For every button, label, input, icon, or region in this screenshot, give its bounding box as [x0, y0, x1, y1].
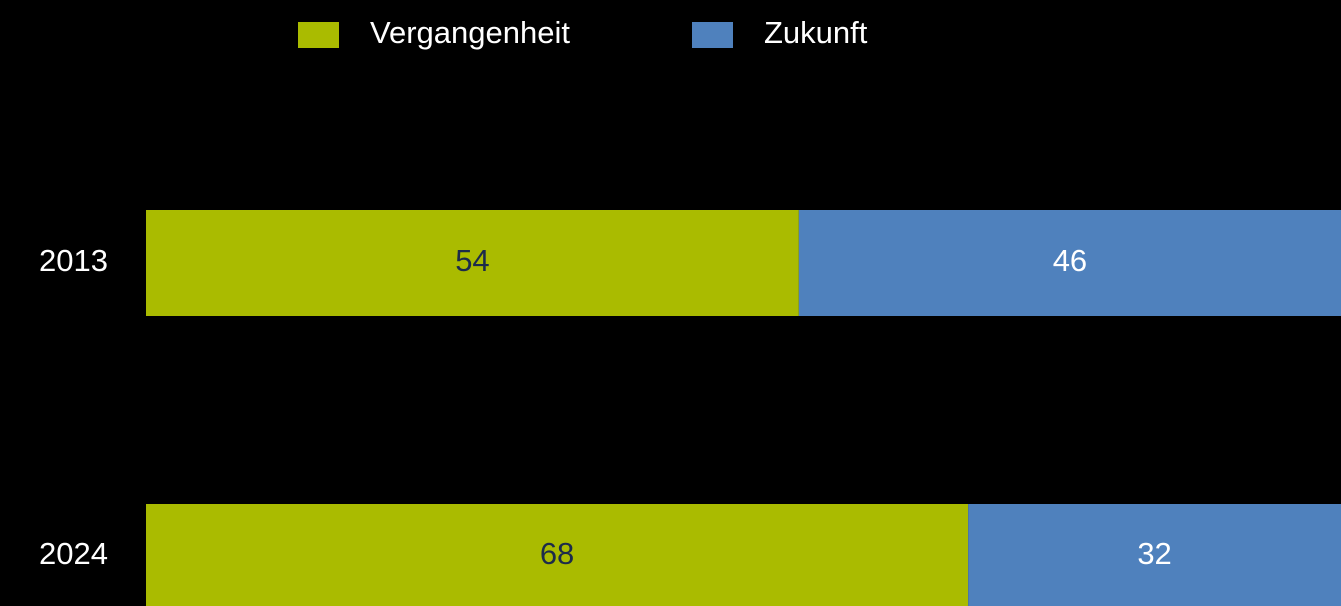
data-label: 68 [540, 536, 574, 571]
data-label: 46 [1053, 243, 1087, 278]
legend-label: Vergangenheit [370, 15, 570, 50]
bar-segment [146, 210, 799, 316]
legend-label: Zukunft [764, 15, 868, 50]
data-label: 54 [455, 243, 489, 278]
legend-swatch [692, 22, 733, 48]
bar-segment [798, 210, 1341, 316]
legend-swatch [298, 22, 339, 48]
y-tick-label: 2024 [39, 536, 108, 571]
bar-segment [968, 504, 1341, 606]
y-tick-label: 2013 [39, 243, 108, 278]
bar-segment [146, 504, 969, 606]
data-label: 32 [1137, 536, 1171, 571]
